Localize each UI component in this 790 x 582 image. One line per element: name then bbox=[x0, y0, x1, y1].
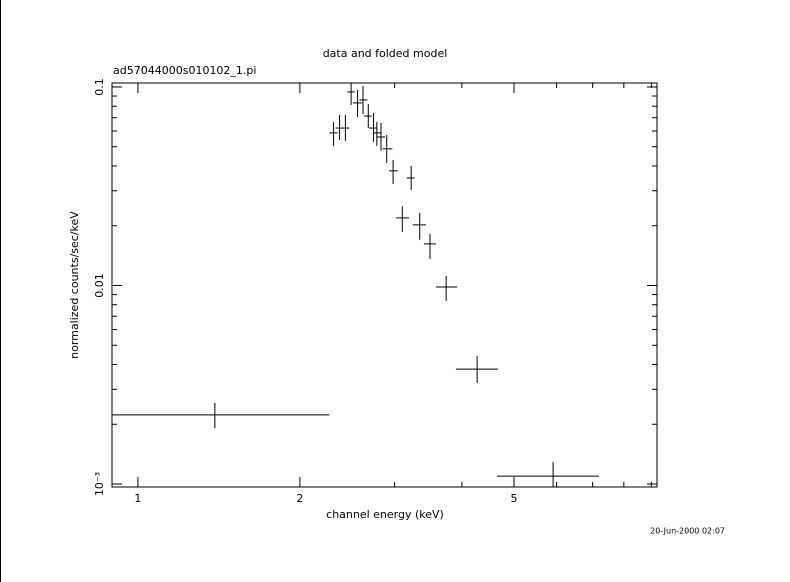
x-tick-label: 5 bbox=[511, 492, 518, 505]
plot-frame bbox=[111, 82, 658, 488]
chart-title: data and folded model bbox=[323, 47, 448, 60]
x-axis-label: channel energy (keV) bbox=[326, 508, 444, 521]
y-tick-label: 10⁻³ bbox=[93, 472, 106, 496]
chart-subtitle: ad57044000s010102_1.pi bbox=[113, 64, 256, 77]
x-tick-label: 2 bbox=[296, 492, 303, 505]
y-axis-label: normalized counts/sec/keV bbox=[68, 211, 81, 359]
timestamp: 20-Jun-2000 02:07 bbox=[650, 527, 725, 536]
y-tick-label: 0.01 bbox=[93, 273, 106, 298]
window-edge bbox=[0, 0, 1, 582]
x-tick-label: 1 bbox=[134, 492, 141, 505]
y-tick-label: 0.1 bbox=[93, 78, 106, 96]
